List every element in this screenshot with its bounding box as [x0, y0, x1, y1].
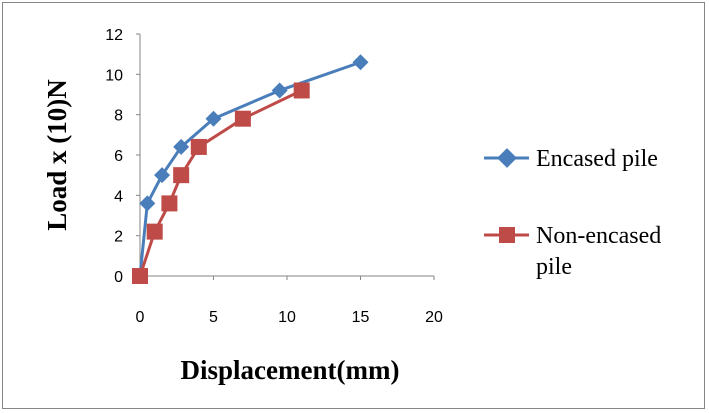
legend-label-non-encased-line2: pile — [536, 254, 572, 280]
x-axis-title: Displacement(mm) — [181, 355, 400, 385]
data-point — [132, 268, 148, 284]
y-tick-marks — [136, 33, 140, 277]
data-point — [190, 138, 207, 155]
x-tick-label: 0 — [136, 309, 145, 326]
y-axis-title: Load x (10)N — [42, 79, 72, 231]
series-layer — [132, 54, 369, 284]
y-tick-label: 4 — [114, 188, 123, 205]
data-point — [205, 110, 222, 127]
data-point — [161, 195, 178, 212]
legend-label-non-encased-line1: Non-encased — [536, 223, 661, 249]
y-tick-labels: 0 2 4 6 8 10 12 — [105, 27, 123, 286]
chart-frame — [2, 2, 705, 409]
x-tick-label: 5 — [209, 309, 218, 326]
y-tick-label: 8 — [114, 108, 123, 125]
x-tick-label: 20 — [425, 309, 443, 326]
data-point — [173, 167, 190, 184]
series-non-encased-pile — [132, 82, 310, 284]
series-encased-pile — [132, 54, 369, 284]
data-point — [234, 110, 251, 127]
y-tick-label: 6 — [114, 148, 123, 165]
legend-label-encased: Encased pile — [536, 146, 658, 172]
x-tick-labels: 0 5 10 15 20 — [136, 309, 443, 326]
data-point — [293, 82, 310, 99]
y-tick-label: 2 — [114, 229, 123, 246]
x-tick-label: 15 — [352, 309, 370, 326]
legend-label-non-encased: Non-encased pile — [536, 223, 667, 280]
data-point — [352, 54, 369, 71]
data-point — [154, 167, 171, 184]
x-tick-marks — [139, 276, 435, 280]
data-point — [146, 223, 163, 240]
data-point — [139, 195, 156, 212]
legend: Encased pile Non-encased pile — [484, 146, 667, 280]
data-point — [173, 138, 190, 155]
series-line — [138, 60, 361, 277]
legend-marker-non-encased — [499, 227, 515, 243]
y-tick-label: 10 — [105, 67, 123, 84]
x-tick-label: 10 — [278, 309, 296, 326]
data-point — [271, 82, 288, 99]
legend-marker-encased — [497, 148, 517, 168]
y-tick-label: 12 — [105, 27, 123, 44]
y-tick-label: 0 — [114, 269, 123, 286]
